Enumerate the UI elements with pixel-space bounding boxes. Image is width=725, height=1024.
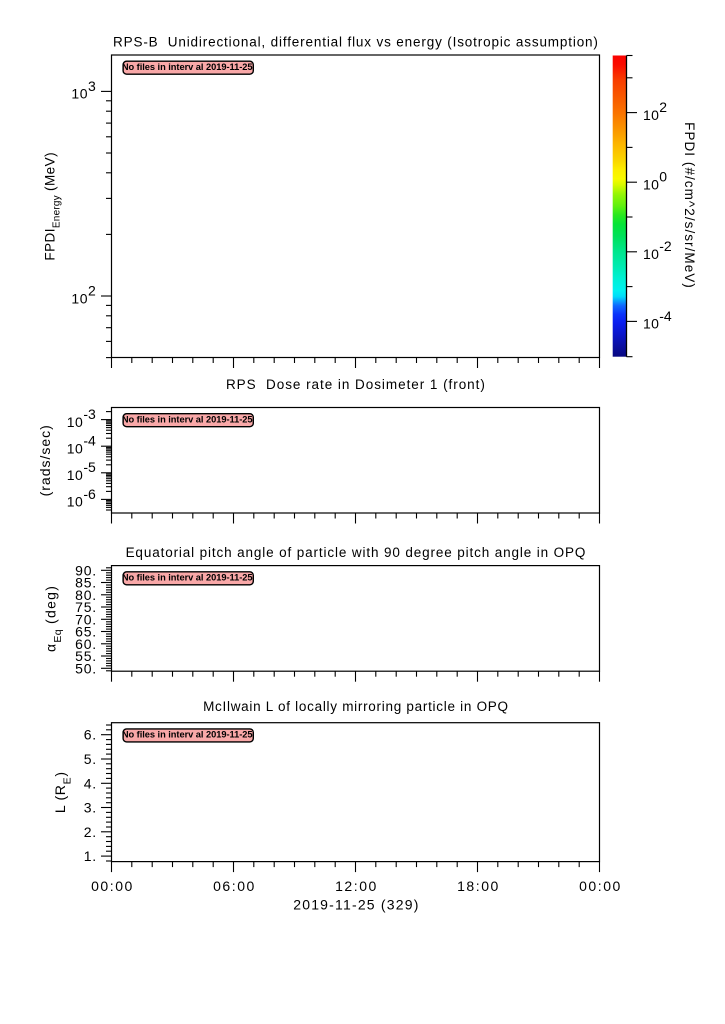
svg-text:75.: 75. (75, 599, 97, 615)
svg-text:1.: 1. (84, 848, 97, 864)
svg-text:12:00: 12:00 (335, 878, 378, 894)
svg-text:4.: 4. (84, 775, 97, 791)
svg-text:90.: 90. (75, 562, 97, 578)
svg-text:55.: 55. (75, 648, 97, 664)
svg-text:6.: 6. (84, 727, 97, 743)
svg-text:No files in interv al 2019-11-: No files in interv al 2019-11-25 (122, 730, 253, 740)
svg-text:60.: 60. (75, 636, 97, 652)
svg-text:McIlwain L of locally mirrorin: McIlwain L of locally mirroring particle… (203, 699, 509, 714)
svg-text:RPS Dose rate in Dosimeter 1: RPS Dose rate in Dosimeter 1 (front) (226, 377, 486, 392)
svg-text:RPS-B Unidirectional, differe: RPS-B Unidirectional, differential flux … (113, 35, 599, 50)
svg-text:80.: 80. (75, 587, 97, 603)
svg-text:18:00: 18:00 (457, 878, 500, 894)
svg-text:2019-11-25 (329): 2019-11-25 (329) (293, 896, 419, 912)
svg-text:No files in interv al 2019-11-: No files in interv al 2019-11-25 (122, 415, 253, 425)
svg-text:FPDI (#/cm^2/s/sr/MeV): FPDI (#/cm^2/s/sr/MeV) (682, 122, 697, 289)
svg-text:2.: 2. (84, 824, 97, 840)
svg-text:No files in interv al 2019-11-: No files in interv al 2019-11-25 (122, 62, 253, 72)
svg-text:65.: 65. (75, 624, 97, 640)
svg-text:85.: 85. (75, 575, 97, 591)
svg-text:3.: 3. (84, 800, 97, 816)
svg-text:00:00: 00:00 (91, 878, 134, 894)
svg-text:Equatorial pitch angle of part: Equatorial pitch angle of particle with … (126, 545, 587, 560)
svg-text:00:00: 00:00 (579, 878, 622, 894)
svg-text:No files in interv al 2019-11-: No files in interv al 2019-11-25 (122, 573, 253, 583)
svg-text:5.: 5. (84, 751, 97, 767)
svg-text:50.: 50. (75, 660, 97, 676)
svg-text:(rads/sec): (rads/sec) (37, 424, 53, 496)
svg-text:70.: 70. (75, 611, 97, 627)
svg-text:06:00: 06:00 (213, 878, 256, 894)
